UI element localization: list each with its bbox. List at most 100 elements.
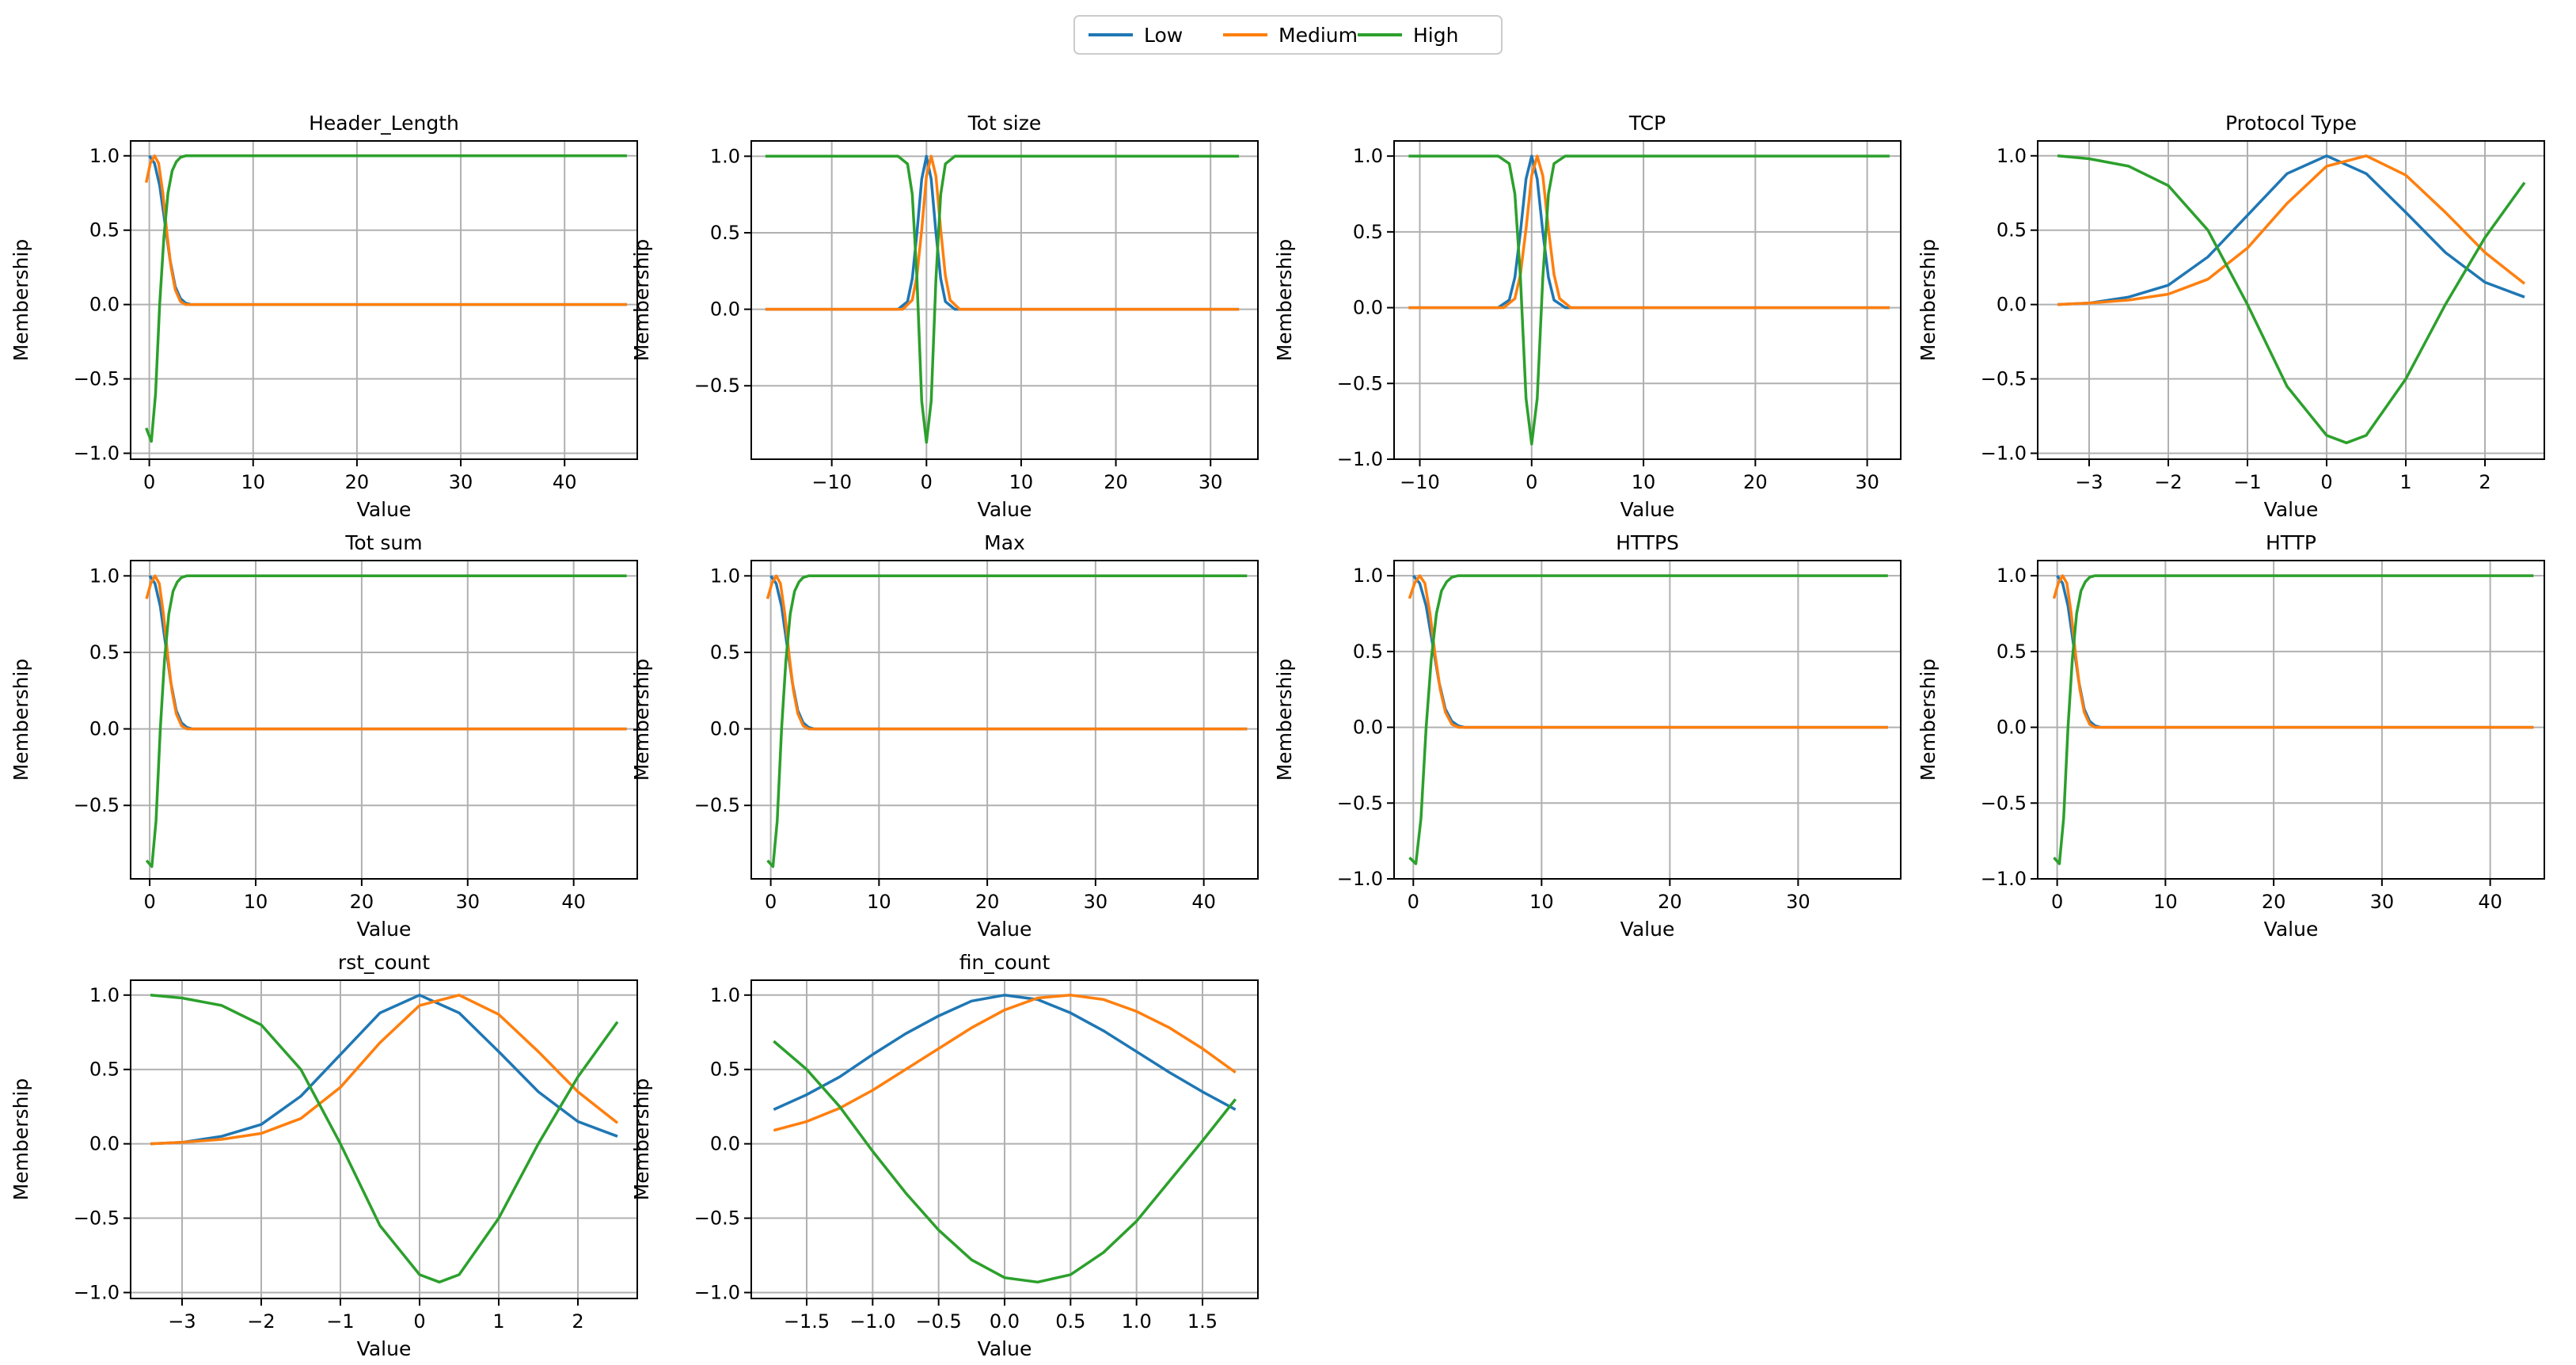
y-tick-label: −0.5 — [1337, 372, 1383, 394]
x-tick-label: 40 — [2478, 891, 2502, 913]
series-line-high — [2057, 154, 2526, 445]
x-tick-label: 30 — [1855, 471, 1879, 493]
y-axis-label: Membership — [1917, 239, 1940, 362]
axes-frame — [750, 560, 1259, 880]
series-line-medium — [1408, 574, 1888, 729]
x-tick-label: 30 — [2370, 891, 2395, 913]
y-tick-label: −0.5 — [74, 1207, 120, 1230]
axes-frame — [130, 560, 638, 880]
y-tick-label: −1.0 — [1981, 868, 2027, 890]
x-axis-label: Value — [2264, 498, 2319, 521]
subplot-rst-count: −3 −2 −1 0 1 2 −1.0 −0.5 0.0 0.5 1.0 rst_count Value… — [9, 951, 638, 1360]
y-tick-label: −1.0 — [694, 1281, 740, 1303]
subplot-https: 0 10 20 30 −1.0 −0.5 0.0 0.5 1.0 HTTPS Value Member… — [1273, 531, 1902, 941]
x-tick-label: 20 — [975, 891, 1000, 913]
x-tick-label: 0.5 — [1055, 1310, 1085, 1333]
x-tick-label: 10 — [1009, 471, 1034, 493]
x-tick-label: 2 — [2479, 471, 2491, 493]
x-axis-label: Value — [357, 498, 412, 521]
subplot-title: Tot sum — [344, 531, 422, 554]
x-tick-label: −1 — [2233, 471, 2261, 493]
y-axis-label: Membership — [9, 1078, 32, 1201]
x-axis-label: Value — [1620, 498, 1675, 521]
y-tick-label: −1.0 — [74, 1281, 120, 1303]
x-tick-label: 30 — [456, 891, 481, 913]
x-axis-label: Value — [357, 1337, 412, 1360]
x-tick-label: 0 — [143, 471, 155, 493]
x-tick-label: 0.0 — [990, 1310, 1020, 1333]
x-tick-label: −3 — [2075, 471, 2103, 493]
x-tick-label: 20 — [350, 891, 374, 913]
subplot-tcp: −10 0 10 20 30 −1.0 −0.5 0.0 0.5 1.0 TCP Value Membe… — [1273, 112, 1902, 521]
series-line-high — [1408, 574, 1888, 865]
legend-frame — [1073, 15, 1503, 55]
x-tick-label: 20 — [345, 471, 370, 493]
y-tick-label: 1.0 — [89, 565, 120, 587]
x-tick-label: 30 — [1786, 891, 1810, 913]
subplot-tot-sum: 0 10 20 30 40 −0.5 0.0 0.5 1.0 Tot sum Value Member… — [9, 531, 638, 941]
series-line-medium — [765, 154, 1240, 311]
x-tick-label: 0 — [143, 891, 155, 913]
y-tick-label: 0.5 — [710, 1059, 740, 1081]
y-tick-label: 0.0 — [89, 294, 120, 316]
y-axis-label: Membership — [630, 1078, 653, 1201]
x-axis-label: Value — [357, 918, 412, 941]
legend: Low Medium High — [1073, 15, 1503, 55]
x-tick-label: 1 — [492, 1310, 504, 1333]
x-tick-label: 10 — [244, 891, 268, 913]
series-line-high — [150, 994, 619, 1284]
x-axis-label: Value — [978, 918, 1032, 941]
x-tick-label: 1.0 — [1122, 1310, 1152, 1333]
y-tick-label: −1.0 — [74, 442, 120, 464]
axes-frame — [1393, 140, 1902, 460]
series-line-high — [765, 154, 1240, 444]
y-tick-label: 0.5 — [1353, 641, 1383, 663]
axes-frame — [130, 979, 638, 1299]
subplot-title: fin_count — [959, 951, 1051, 974]
y-tick-label: −0.5 — [74, 368, 120, 390]
subplot-title: TCP — [1628, 112, 1666, 135]
y-tick-label: −0.5 — [1981, 792, 2027, 814]
y-tick-label: 0.5 — [710, 222, 740, 244]
series-line-medium — [144, 154, 627, 306]
y-tick-label: 0.0 — [89, 1133, 120, 1155]
x-tick-label: 0 — [413, 1310, 425, 1333]
x-tick-label: 20 — [1743, 471, 1768, 493]
y-tick-label: 0.0 — [1353, 717, 1383, 739]
x-tick-label: 30 — [449, 471, 473, 493]
y-tick-label: 0.5 — [1997, 219, 2027, 241]
y-tick-label: 0.5 — [89, 219, 120, 241]
subplot-protocol-type: −3 −2 −1 0 1 2 −1.0 −0.5 0.0 0.5 1.0 Protocol Type V… — [1917, 112, 2545, 521]
x-tick-label: 0 — [1525, 471, 1537, 493]
x-tick-label: 2 — [572, 1310, 583, 1333]
x-tick-label: 10 — [867, 891, 891, 913]
x-tick-label: 0 — [921, 471, 933, 493]
x-tick-label: 10 — [241, 471, 265, 493]
subplot-fin-count: −1.5 −1.0 −0.5 0.0 0.5 1.0 1.5 −1.0 −0.5 0.0 0.5 1.… — [630, 951, 1259, 1360]
y-tick-label: −0.5 — [694, 1207, 740, 1230]
y-tick-label: 1.0 — [710, 565, 740, 587]
x-tick-label: −0.5 — [916, 1310, 962, 1333]
x-tick-label: 20 — [1658, 891, 1682, 913]
y-tick-label: 0.5 — [89, 1059, 120, 1081]
x-tick-label: −3 — [168, 1310, 196, 1333]
series-line-medium — [766, 574, 1248, 731]
axes-frame — [130, 140, 638, 460]
series-line-medium — [145, 574, 627, 731]
axes-frame — [2037, 140, 2545, 460]
subplot-title: Tot size — [967, 112, 1042, 135]
y-tick-label: −1.0 — [1337, 448, 1383, 470]
chart-panels: 0 10 20 30 40−1.0−0.50.00.51.0Header_LengthV… — [9, 112, 2545, 1360]
x-tick-label: 10 — [1632, 471, 1656, 493]
legend-label-high: High — [1413, 24, 1458, 47]
y-tick-label: 1.0 — [710, 145, 740, 167]
y-axis-label: Membership — [9, 239, 32, 362]
subplot-title: Protocol Type — [2225, 112, 2357, 135]
x-tick-label: 1 — [2399, 471, 2411, 493]
y-tick-label: 0.5 — [1353, 221, 1383, 243]
x-tick-label: −2 — [247, 1310, 275, 1333]
y-tick-label: 0.5 — [1997, 641, 2027, 663]
y-tick-label: 1.0 — [1353, 565, 1383, 587]
axes-frame — [750, 140, 1259, 460]
